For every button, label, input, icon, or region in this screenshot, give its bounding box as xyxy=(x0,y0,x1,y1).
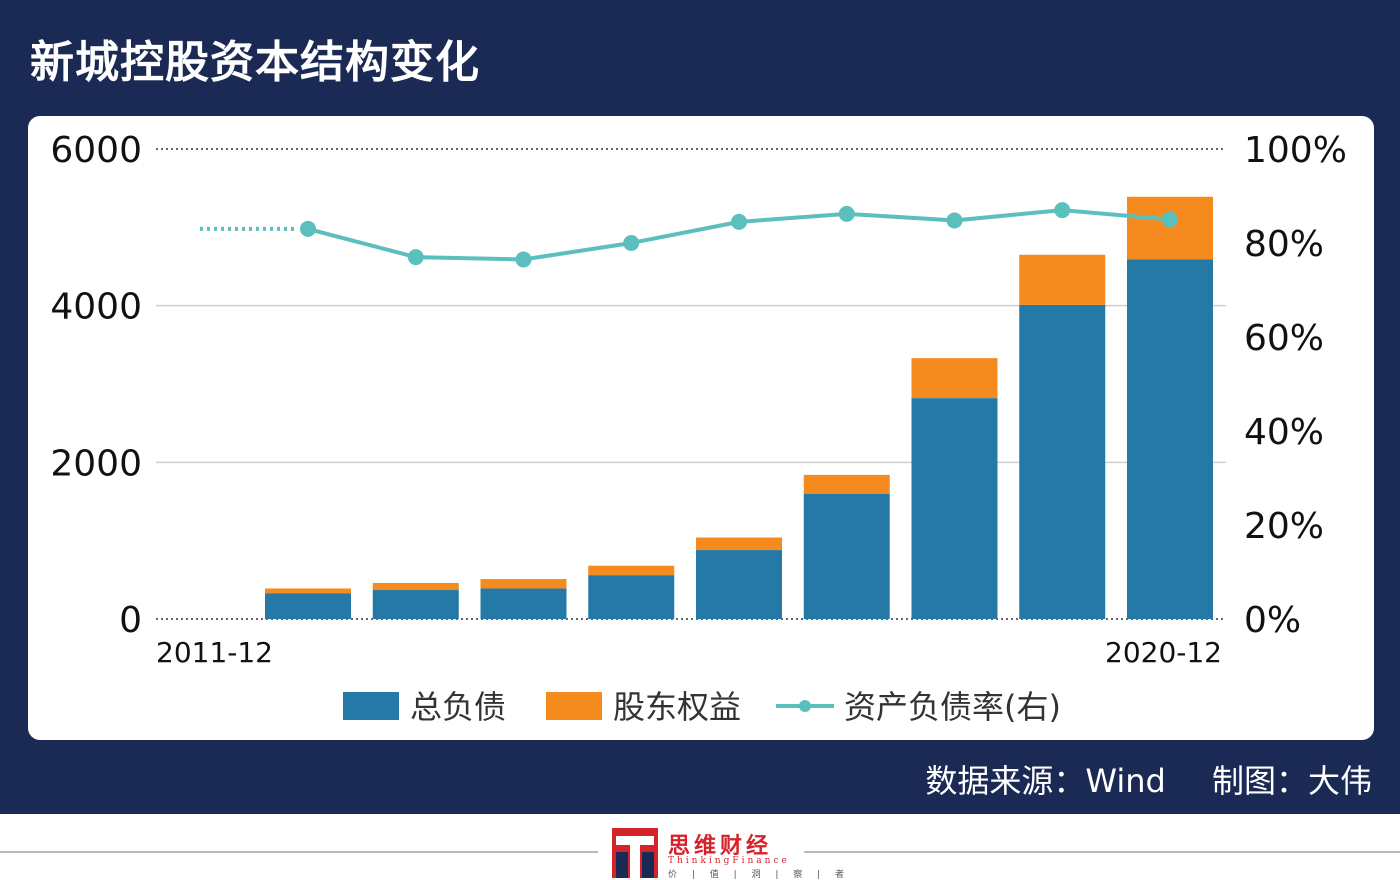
ratio-point xyxy=(946,212,963,229)
bar-liabilities xyxy=(265,593,351,619)
ratio-point xyxy=(838,205,855,222)
bar-equity xyxy=(803,474,890,494)
y-left-tick-label: 4000 xyxy=(50,287,142,328)
ratio-point xyxy=(407,249,424,266)
x-tick-label: 2011-12 xyxy=(156,636,273,669)
ratio-point xyxy=(731,213,747,230)
y-right-tick-label: 60% xyxy=(1244,318,1324,359)
brand-t-icon xyxy=(612,828,658,878)
legend-label-equity: 股东权益 xyxy=(613,688,741,726)
chart-author: 制图：大伟 xyxy=(1211,762,1372,800)
bar-equity xyxy=(911,358,998,399)
bar-liabilities xyxy=(480,588,567,619)
ratio-point xyxy=(515,251,532,268)
source-line: 数据来源：Wind 制图：大伟 xyxy=(925,756,1372,802)
bar-liabilities xyxy=(803,493,890,619)
brand-name: 思维财经 xyxy=(668,834,773,859)
y-right-tick-label: 20% xyxy=(1244,506,1324,547)
footer-divider-left xyxy=(0,851,598,853)
y-left-tick-label: 2000 xyxy=(50,443,142,484)
y-right-tick-label: 40% xyxy=(1244,412,1324,453)
bar-liabilities xyxy=(372,590,459,619)
brand-motto: 价 | 值 | 洞 | 察 | 者 xyxy=(668,870,851,880)
bar-liabilities xyxy=(696,550,782,619)
chart-svg: 0 2000 4000 6000 0% 20% 40% 60% 80% 100% 2011-12 20… xyxy=(50,130,1347,726)
data-source: 数据来源：Wind xyxy=(925,762,1166,800)
y-left-tick-label: 0 xyxy=(119,600,142,641)
bar-equity xyxy=(480,579,567,589)
bar-liabilities xyxy=(1019,304,1106,619)
bar-liabilities xyxy=(588,575,675,619)
ratio-point xyxy=(1162,211,1178,228)
ratio-point xyxy=(623,235,640,251)
bar-equity xyxy=(588,565,675,576)
legend-label-ratio: 资产负债率(右) xyxy=(844,688,1061,726)
bar-liabilities xyxy=(911,398,998,619)
legend-marker-ratio xyxy=(799,700,811,712)
bar-equity xyxy=(372,582,459,591)
bar-equity xyxy=(696,537,782,551)
chart-title: 新城控股资本结构变化 xyxy=(30,37,480,88)
bar-equity xyxy=(1019,254,1106,305)
footer-divider-right xyxy=(804,851,1400,853)
ratio-point xyxy=(300,220,316,237)
x-tick-label: 2020-12 xyxy=(1105,636,1222,669)
y-right-tick-label: 0% xyxy=(1244,600,1301,641)
y-right-tick-label: 80% xyxy=(1244,224,1324,265)
brand-subtitle: ThinkingFinance xyxy=(668,856,790,866)
legend-swatch-equity xyxy=(546,692,602,720)
bar-liabilities xyxy=(1127,259,1213,619)
chart-card: 0 2000 4000 6000 0% 20% 40% 60% 80% 100% 2011-12 20… xyxy=(28,116,1374,740)
y-right-tick-label: 100% xyxy=(1244,130,1347,171)
bar-equity xyxy=(1127,196,1213,260)
legend-label-liabilities: 总负债 xyxy=(410,688,506,726)
legend-swatch-liabilities xyxy=(343,692,399,720)
bar-equity xyxy=(265,588,351,594)
ratio-point xyxy=(1054,202,1071,219)
brand-logo: 思维财经 ThinkingFinance 价 | 值 | 洞 | 察 | 者 xyxy=(612,828,844,880)
y-left-tick-label: 6000 xyxy=(50,130,142,171)
